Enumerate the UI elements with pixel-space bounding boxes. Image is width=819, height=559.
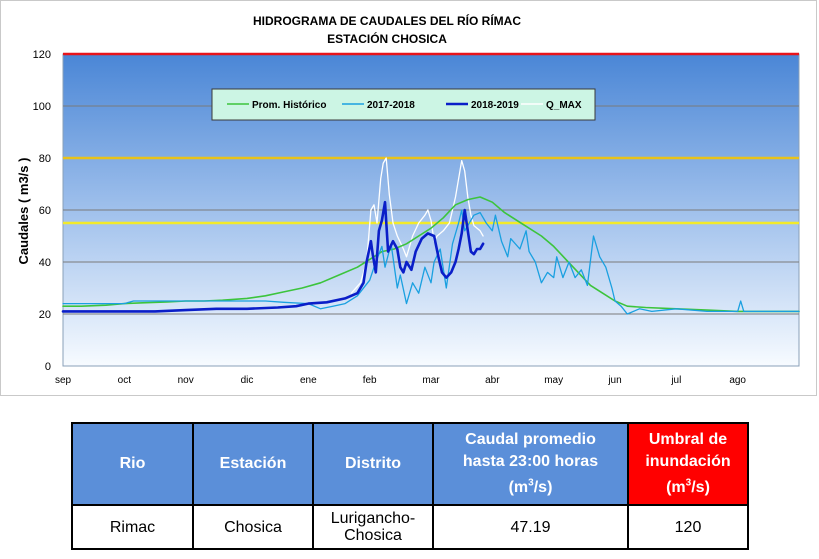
y-tick-label: 20	[39, 309, 51, 321]
series-line-q-max	[350, 157, 484, 294]
header-umbral-line2: inundación	[645, 452, 731, 470]
chart-legend: Prom. Histórico 2017-2018 2018-2019 Q_MAX	[211, 88, 596, 121]
x-tick-label: oct	[118, 375, 132, 386]
x-tick-label: sep	[55, 375, 72, 386]
x-tick-label: nov	[178, 375, 194, 386]
y-axis-label: Caudales ( m3/s )	[16, 158, 31, 265]
cell-umbral: 120	[627, 504, 749, 550]
cell-distrito: Lurigancho- Chosica	[312, 504, 434, 550]
x-tick-label: dic	[241, 375, 254, 386]
header-caudal-line2: hasta 23:00 horas	[462, 452, 599, 470]
cell-rio: Rimac	[71, 504, 194, 550]
legend-entry: 2017-2018	[342, 100, 415, 111]
legend-entry: Prom. Histórico	[227, 100, 326, 111]
y-tick-label: 40	[39, 257, 51, 269]
legend-label: Q_MAX	[546, 100, 582, 111]
x-tick-label: feb	[363, 375, 377, 386]
x-tick-labels: sep oct nov dic ene feb mar abr may jun jul ago	[55, 375, 747, 386]
x-tick-label: jul	[670, 375, 681, 386]
y-tick-label: 60	[39, 205, 51, 217]
header-rio: Rio	[71, 422, 194, 506]
table-row: Rimac Chosica Lurigancho- Chosica 47.19 1…	[71, 504, 749, 550]
legend-entry: Q_MAX	[521, 100, 582, 111]
header-caudal-unit: (m3/s)	[508, 477, 553, 497]
legend-label: 2018-2019	[471, 100, 519, 111]
series-line-2018-2019	[61, 200, 485, 313]
x-tick-label: ago	[729, 375, 746, 386]
header-caudal: Caudal promedio hasta 23:00 horas (m3/s)	[432, 422, 629, 506]
header-distrito: Distrito	[312, 422, 434, 506]
series-lines	[61, 157, 800, 315]
x-tick-label: jun	[607, 375, 621, 386]
x-tick-label: abr	[485, 375, 500, 386]
legend-label: 2017-2018	[367, 100, 415, 111]
y-tick-label: 100	[33, 101, 51, 113]
y-tick-label: 80	[39, 153, 51, 165]
chart-title: HIDROGRAMA DE CAUDALES DEL RÍO RÍMAC	[253, 13, 521, 28]
header-umbral: Umbral de inundación (m3/s)	[627, 422, 749, 506]
legend-label: Prom. Histórico	[252, 100, 326, 111]
flow-summary-table: Rio Estación Distrito Caudal promedio ha…	[71, 422, 749, 550]
chart-subtitle: ESTACIÓN CHOSICA	[327, 31, 447, 46]
x-tick-label: mar	[422, 375, 440, 386]
hydrograph-chart: HIDROGRAMA DE CAUDALES DEL RÍO RÍMAC EST…	[16, 13, 800, 386]
header-umbral-line1: Umbral de	[648, 430, 728, 448]
header-estacion: Estación	[192, 422, 314, 506]
legend-entry: 2018-2019	[446, 100, 519, 111]
y-tick-label: 120	[33, 49, 51, 61]
cell-caudal: 47.19	[432, 504, 629, 550]
x-tick-label: may	[544, 375, 563, 386]
cell-estacion: Chosica	[192, 504, 314, 550]
table-header-row: Rio Estación Distrito Caudal promedio ha…	[71, 422, 749, 506]
y-tick-label: 0	[45, 361, 51, 373]
header-caudal-line1: Caudal promedio	[465, 430, 596, 448]
y-tick-labels: 0 20 40 60 80 100 120	[33, 49, 51, 373]
header-umbral-unit: (m3/s)	[666, 477, 710, 497]
x-tick-label: ene	[300, 375, 317, 386]
chart-frame: HIDROGRAMA DE CAUDALES DEL RÍO RÍMAC EST…	[0, 0, 817, 396]
series-line-2017-2018	[62, 209, 800, 315]
